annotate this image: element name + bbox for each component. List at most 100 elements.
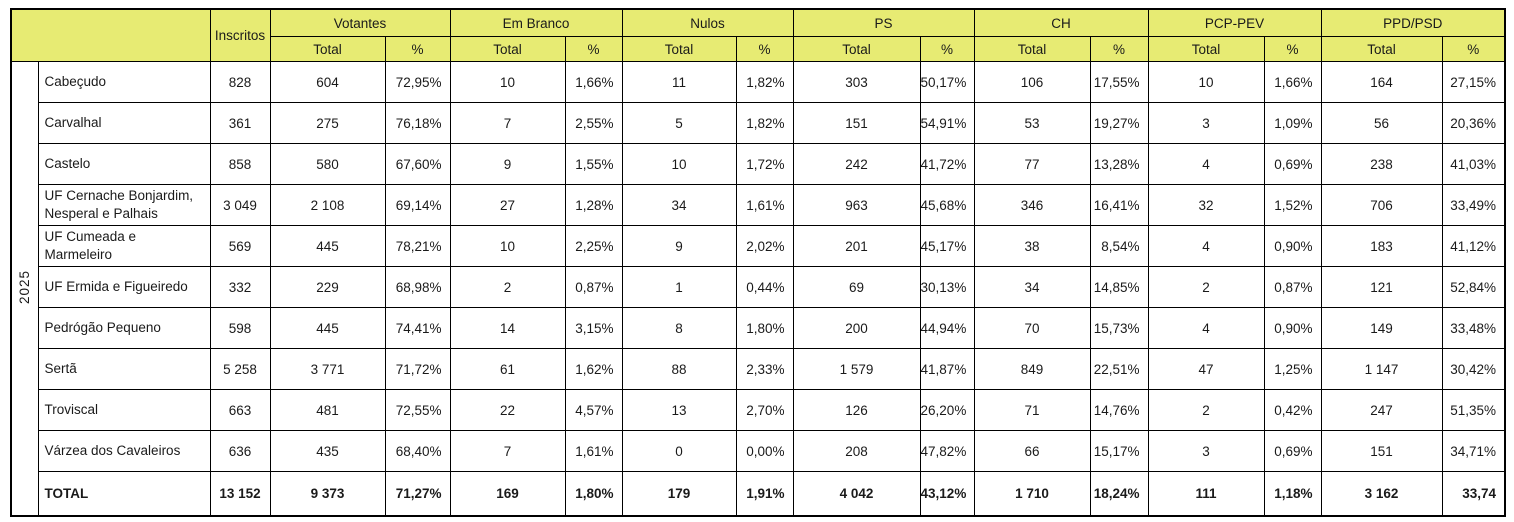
table-cell: 10 <box>449 61 566 103</box>
table-cell: 14,85% <box>1089 266 1149 308</box>
table-cell: 3 771 <box>269 348 386 390</box>
table-cell: 1,72% <box>735 143 794 185</box>
table-cell: 2 <box>1147 266 1265 308</box>
table-cell: 41,72% <box>919 143 975 185</box>
table-cell: 34 <box>621 184 737 226</box>
table-cell: 13 152 <box>209 471 271 517</box>
table-cell: 76,18% <box>384 102 451 144</box>
table-cell: 16,41% <box>1089 184 1149 226</box>
table-cell: 200 <box>792 307 921 349</box>
sub-header-pct-4: % <box>1089 36 1149 62</box>
table-cell: 34,71% <box>1441 430 1506 472</box>
table-cell: 1,66% <box>564 61 623 103</box>
table-cell: 229 <box>269 266 386 308</box>
table-cell: 963 <box>792 184 921 226</box>
table-cell: 20,36% <box>1441 102 1506 144</box>
table-cell: 0,90% <box>1263 307 1322 349</box>
row-label: Castelo <box>37 143 211 185</box>
table-cell: 1,80% <box>735 307 794 349</box>
total-label: TOTAL <box>37 471 211 517</box>
table-cell: 0,90% <box>1263 225 1322 267</box>
table-cell: 201 <box>792 225 921 267</box>
table-cell: 71 <box>973 389 1091 431</box>
column-group-votantes: Votantes <box>269 8 451 37</box>
table-cell: 14,76% <box>1089 389 1149 431</box>
table-cell: 1,55% <box>564 143 623 185</box>
row-label: UF Ermida e Figueiredo <box>37 266 211 308</box>
table-cell: 3,15% <box>564 307 623 349</box>
table-cell: 0,87% <box>1263 266 1322 308</box>
table-cell: 47,82% <box>919 430 975 472</box>
table-cell: 0,69% <box>1263 430 1322 472</box>
sub-header-pct-1: % <box>564 36 623 62</box>
table-cell: 3 <box>1147 102 1265 144</box>
table-cell: 346 <box>973 184 1091 226</box>
table-cell: 0,87% <box>564 266 623 308</box>
row-label: Carvalhal <box>37 102 211 144</box>
table-cell: 4 <box>1147 143 1265 185</box>
column-group-nulos: Nulos <box>621 8 794 37</box>
table-cell: 580 <box>269 143 386 185</box>
table-cell: 164 <box>1320 61 1443 103</box>
header-group-row: Inscritos Votantes Em Branco Nulos PS CH… <box>10 8 1506 62</box>
sub-header-total-4: Total <box>973 36 1091 62</box>
table-cell: 22,51% <box>1089 348 1149 390</box>
table-cell: 8 <box>621 307 737 349</box>
table-cell: 4 042 <box>792 471 921 517</box>
table-cell: 0,00% <box>735 430 794 472</box>
sub-header-total-2: Total <box>621 36 737 62</box>
table-cell: 111 <box>1147 471 1265 517</box>
table-cell: 33,49% <box>1441 184 1506 226</box>
sub-header-total-0: Total <box>269 36 386 62</box>
table-cell: 69 <box>792 266 921 308</box>
table-cell: 51,35% <box>1441 389 1506 431</box>
table-cell: 10 <box>621 143 737 185</box>
table-cell: 30,13% <box>919 266 975 308</box>
table-cell: 22 <box>449 389 566 431</box>
table-cell: 70 <box>973 307 1091 349</box>
row-label: Várzea dos Cavaleiros <box>37 430 211 472</box>
table-cell: 242 <box>792 143 921 185</box>
table-cell: 88 <box>621 348 737 390</box>
table-cell: 19,27% <box>1089 102 1149 144</box>
column-group-ch: CH <box>973 8 1149 37</box>
table-cell: 435 <box>269 430 386 472</box>
table-row: Carvalhal 361 275 76,18% 7 2,55% 5 1,82% 151 54,9… <box>11 102 1506 144</box>
table-cell: 56 <box>1320 102 1443 144</box>
table-cell: 849 <box>973 348 1091 390</box>
table-cell: 32 <box>1147 184 1265 226</box>
table-row: UF Cernache Bonjardim, Nesperal e Palhai… <box>11 184 1506 226</box>
table-cell: 74,41% <box>384 307 451 349</box>
table-cell: 15,73% <box>1089 307 1149 349</box>
column-group-ppd-psd: PPD/PSD <box>1320 8 1506 37</box>
table-cell: 10 <box>449 225 566 267</box>
table-cell: 481 <box>269 389 386 431</box>
table-cell: 27 <box>449 184 566 226</box>
table-cell: 41,87% <box>919 348 975 390</box>
row-label: Pedrógão Pequeno <box>37 307 211 349</box>
table-cell: 1,52% <box>1263 184 1322 226</box>
table-cell: 828 <box>209 61 271 103</box>
table-cell: 61 <box>449 348 566 390</box>
table-cell: 0 <box>621 430 737 472</box>
year-label: 2025 <box>10 61 39 517</box>
table-cell: 67,60% <box>384 143 451 185</box>
table-cell: 1,66% <box>1263 61 1322 103</box>
column-group-ps: PS <box>792 8 975 37</box>
table-cell: 1,28% <box>564 184 623 226</box>
row-label: UF Cernache Bonjardim, Nesperal e Palhai… <box>37 184 211 226</box>
row-label: Sertã <box>37 348 211 390</box>
sub-header-pct-2: % <box>735 36 794 62</box>
table-cell: 27,15% <box>1441 61 1506 103</box>
table-cell: 2,02% <box>735 225 794 267</box>
table-cell: 106 <box>973 61 1091 103</box>
table-cell: 7 <box>449 430 566 472</box>
table-cell: 2,55% <box>564 102 623 144</box>
table-cell: 7 <box>449 102 566 144</box>
table-cell: 44,94% <box>919 307 975 349</box>
row-label: UF Cumeada e Marmeleiro <box>37 225 211 267</box>
table-cell: 663 <box>209 389 271 431</box>
table-cell: 121 <box>1320 266 1443 308</box>
table-cell: 2,33% <box>735 348 794 390</box>
table-cell: 1,25% <box>1263 348 1322 390</box>
